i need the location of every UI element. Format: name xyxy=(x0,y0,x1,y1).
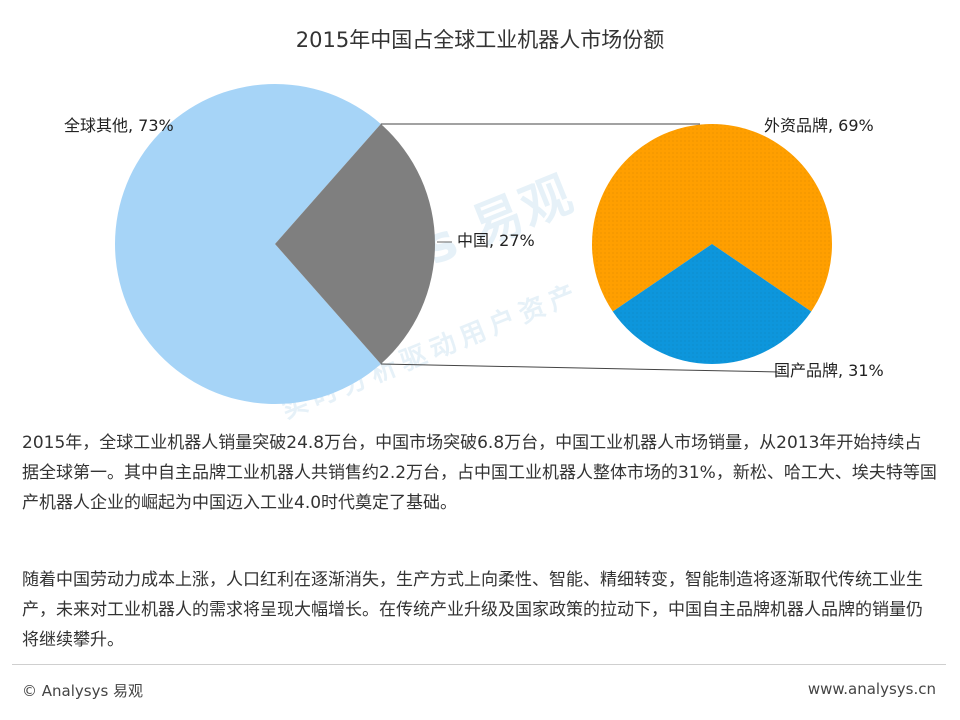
slice-domestic-brand-texture xyxy=(612,244,812,365)
slice-foreign-brand-texture xyxy=(592,124,832,312)
pie-labels: 全球其他, 73% 中国, 27% 外资品牌, 69% 国产品牌, 31% xyxy=(64,116,884,380)
paragraph-2: 随着中国劳动力成本上涨，人口红利在逐渐消失，生产方式上向柔性、智能、精细转变，智… xyxy=(22,570,923,650)
connector-bottom xyxy=(380,363,781,373)
label-china: 中国, 27% xyxy=(457,231,535,250)
pie-charts: 全球其他, 73% 中国, 27% 外资品牌, 69% 国产品牌, 31% xyxy=(64,83,884,404)
footer-copyright: © Analysys 易观 xyxy=(22,682,144,700)
chart-title: 2015年中国占全球工业机器人市场份额 xyxy=(295,28,665,52)
paragraph-1: 2015年，全球工业机器人销量突破24.8万台，中国市场突破6.8万台，中国工业… xyxy=(22,433,937,513)
slice-global-other xyxy=(114,83,381,404)
right-pie xyxy=(592,124,832,365)
left-pie xyxy=(114,83,435,404)
label-domestic-brand: 国产品牌, 31% xyxy=(774,361,884,380)
pie-connector-lines xyxy=(380,123,781,373)
footer-divider xyxy=(12,664,946,665)
label-global-other: 全球其他, 73% xyxy=(64,116,174,135)
slice-china xyxy=(275,123,435,365)
footer-website: www.analysys.cn xyxy=(807,680,936,698)
label-foreign-brand: 外资品牌, 69% xyxy=(764,116,874,135)
